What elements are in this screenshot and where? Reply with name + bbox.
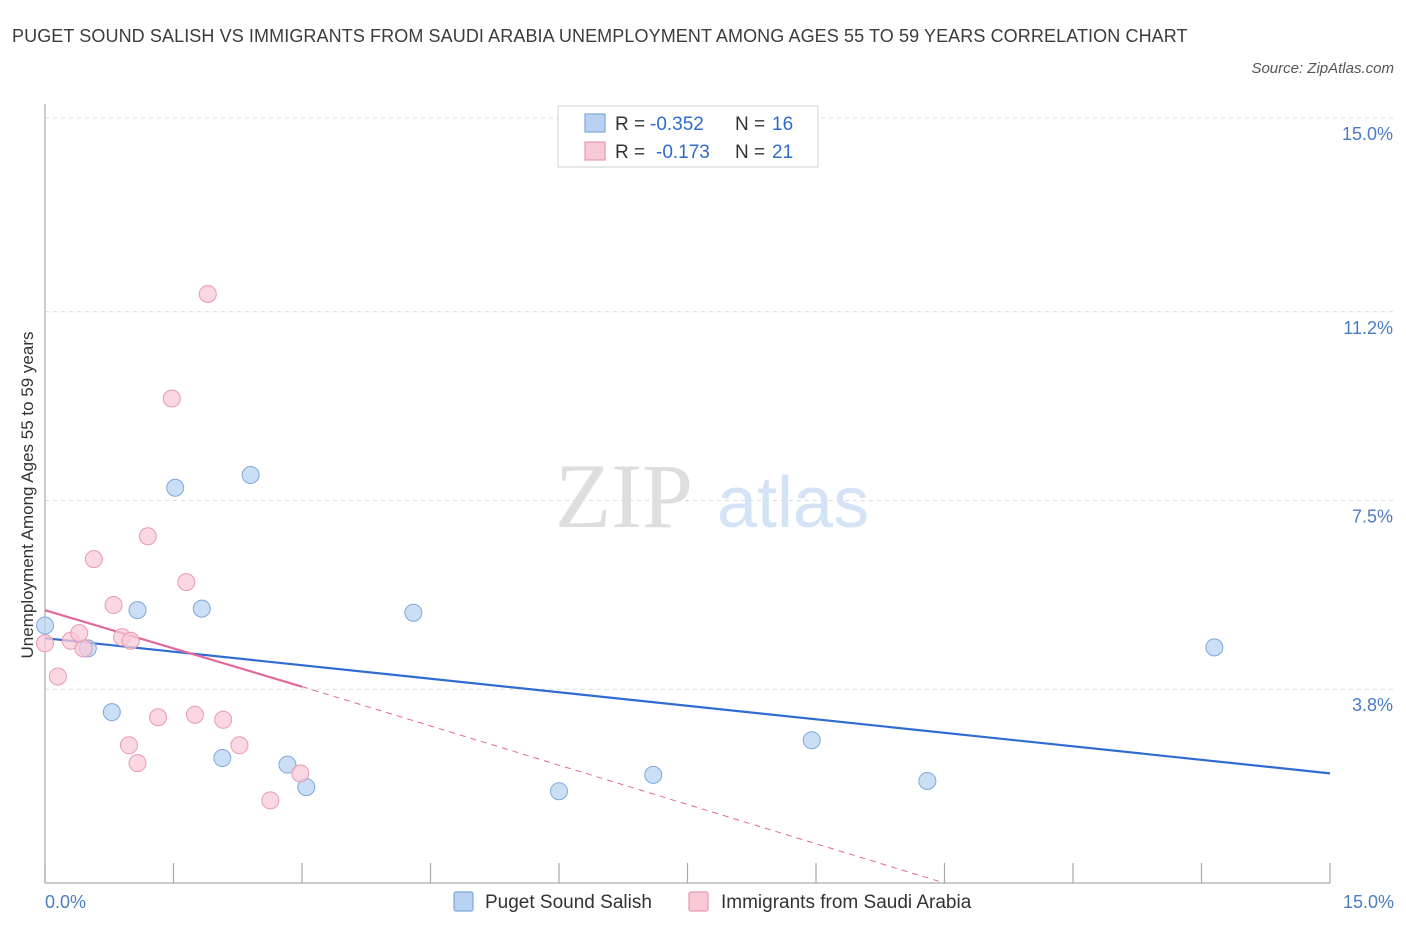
point-immigrants-saudi-arabia: [128, 754, 147, 773]
watermark-atlas: atlas: [717, 463, 869, 543]
trend-line-pink-dashed: [301, 686, 945, 884]
x-tick-label-min: 0.0%: [45, 892, 86, 912]
y-tick-label: 15.0%: [1342, 124, 1393, 144]
trend-line-pink: [44, 609, 303, 688]
point-immigrants-saudi-arabia: [104, 596, 123, 615]
x-tick-label-max: 15.0%: [1343, 892, 1394, 912]
point-immigrants-saudi-arabia: [261, 791, 280, 810]
legend-swatch-blue: [584, 113, 606, 133]
point-puget-sound-salish: [128, 601, 147, 620]
legend-n-label-blue: N =: [735, 114, 765, 135]
point-puget-sound-salish: [1205, 638, 1224, 657]
point-immigrants-saudi-arabia: [177, 573, 196, 592]
data-points: [36, 284, 1224, 810]
series-legend-swatch-pink: [688, 891, 709, 912]
y-tick-label: 3.8%: [1352, 695, 1393, 715]
axes: [44, 104, 1331, 884]
point-immigrants-saudi-arabia: [185, 705, 204, 724]
point-immigrants-saudi-arabia: [48, 667, 67, 686]
point-immigrants-saudi-arabia: [36, 634, 54, 653]
y-tick-label: 7.5%: [1352, 507, 1393, 527]
point-immigrants-saudi-arabia: [74, 639, 93, 658]
point-puget-sound-salish: [102, 703, 121, 722]
point-immigrants-saudi-arabia: [119, 736, 138, 755]
point-immigrants-saudi-arabia: [230, 736, 249, 755]
y-tick-labels: 15.0% 11.2% 7.5% 3.8%: [1342, 124, 1393, 715]
point-immigrants-saudi-arabia: [291, 764, 310, 783]
point-puget-sound-salish: [166, 478, 185, 497]
point-puget-sound-salish: [644, 765, 663, 784]
source-credit: Source: ZipAtlas.com: [1251, 60, 1394, 77]
series-legend: Puget Sound Salish Immigrants from Saudi…: [453, 891, 972, 913]
point-puget-sound-salish: [192, 599, 211, 618]
legend-r-label-pink: R =: [615, 142, 645, 163]
point-puget-sound-salish: [278, 755, 297, 774]
chart-title: PUGET SOUND SALISH VS IMMIGRANTS FROM SA…: [12, 26, 1188, 46]
point-puget-sound-salish: [802, 731, 821, 750]
point-puget-sound-salish: [213, 749, 232, 768]
point-immigrants-saudi-arabia: [70, 624, 89, 643]
stats-legend: R = -0.352 N = 16 R = -0.173 N = 21: [557, 105, 819, 168]
y-tick-label: 11.2%: [1343, 318, 1393, 338]
point-immigrants-saudi-arabia: [84, 550, 103, 569]
legend-n-label-pink: N =: [735, 142, 765, 163]
legend-n-value-blue: 16: [772, 114, 793, 135]
legend-r-value-pink: -0.173: [656, 142, 710, 163]
legend-r-value-blue: -0.352: [650, 114, 704, 135]
trend-lines: [44, 609, 1331, 884]
legend-r-label-blue: R =: [615, 114, 645, 135]
point-puget-sound-salish: [404, 603, 423, 622]
point-immigrants-saudi-arabia: [138, 527, 157, 546]
legend-n-value-pink: 21: [772, 142, 793, 163]
point-puget-sound-salish: [918, 772, 937, 790]
series-legend-swatch-blue: [453, 891, 474, 912]
point-puget-sound-salish: [241, 466, 260, 484]
legend-swatch-pink: [584, 141, 606, 161]
watermark-zip: ZIP: [555, 445, 693, 547]
grid-lines: [45, 117, 1394, 690]
point-immigrants-saudi-arabia: [214, 710, 233, 729]
point-puget-sound-salish: [36, 616, 54, 635]
point-immigrants-saudi-arabia: [149, 708, 168, 727]
point-immigrants-saudi-arabia: [198, 284, 217, 303]
point-immigrants-saudi-arabia: [121, 631, 140, 650]
y-axis-label: Unemployment Among Ages 55 to 59 years: [18, 332, 37, 659]
series-legend-label-pink: Immigrants from Saudi Arabia: [721, 892, 972, 913]
trend-line-blue: [44, 637, 1331, 775]
point-puget-sound-salish: [550, 782, 568, 801]
point-immigrants-saudi-arabia: [162, 389, 181, 408]
series-legend-label-blue: Puget Sound Salish: [485, 892, 652, 913]
